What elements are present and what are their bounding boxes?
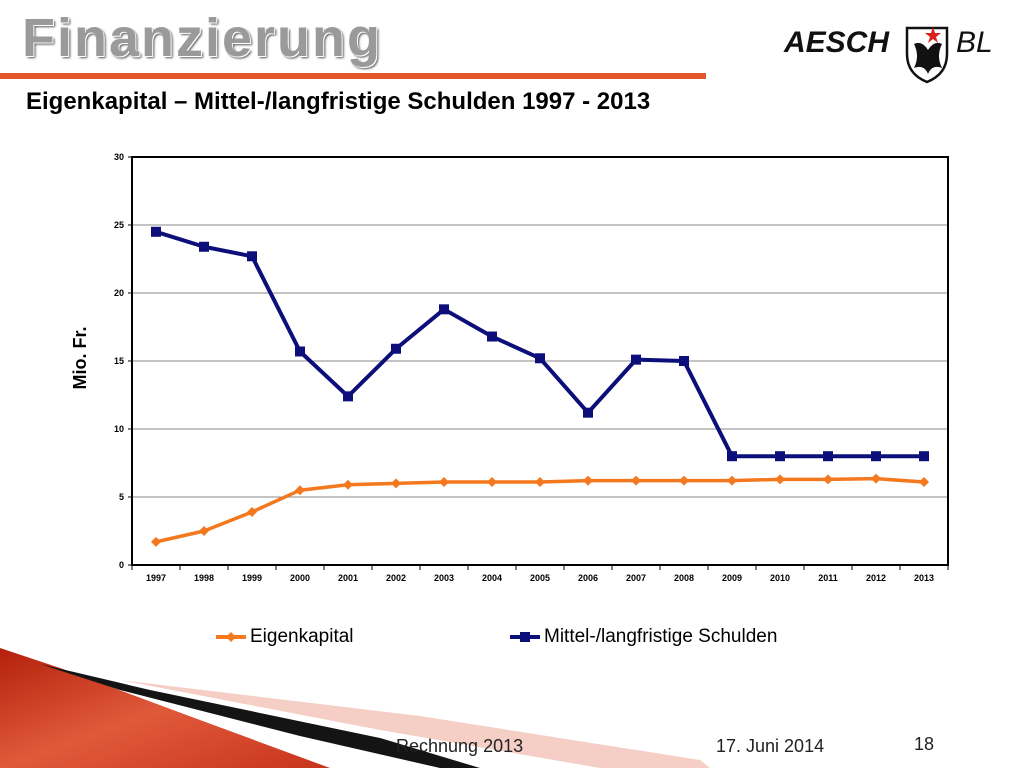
data-point-square (583, 407, 593, 418)
legend-swatch-diamond-icon (216, 632, 246, 642)
x-tick-label: 2004 (482, 573, 502, 583)
data-point-diamond (247, 506, 257, 517)
legend-label: Eigenkapital (250, 626, 354, 647)
legend-item-schulden: Mittel-/langfristige Schulden (510, 626, 777, 648)
y-tick-label: 5 (119, 492, 124, 502)
x-tick-label: 2001 (338, 573, 358, 583)
x-tick-label: 2005 (530, 573, 550, 583)
data-point-diamond (679, 475, 689, 486)
legend-item-eigenkapital: Eigenkapital (216, 626, 354, 648)
coat-of-arms-icon (905, 26, 949, 84)
data-point-diamond (919, 477, 929, 488)
data-point-square (535, 353, 545, 364)
logo-suffix: BL (956, 26, 993, 59)
plot-area (131, 156, 949, 566)
page-number: 18 (914, 734, 935, 754)
data-point-square (631, 354, 641, 365)
title-underline (0, 73, 706, 79)
data-point-diamond (391, 478, 401, 489)
y-tick-label: 15 (114, 356, 124, 366)
series-line (155, 229, 924, 459)
x-tick-label: 2007 (626, 573, 646, 583)
x-tick-label: 2000 (290, 573, 310, 583)
data-point-square (871, 451, 881, 462)
slide-title: Finanzierung (22, 8, 382, 68)
data-point-diamond (823, 474, 833, 485)
data-point-diamond (295, 485, 305, 496)
data-point-diamond (151, 536, 161, 547)
x-tick-label: 2011 (818, 573, 838, 583)
data-point-diamond (487, 477, 497, 488)
data-point-square (487, 331, 497, 342)
slide-subtitle: Eigenkapital – Mittel-/langfristige Schu… (26, 88, 651, 115)
data-point-square (199, 241, 209, 252)
footer-label: Rechnung 2013 (396, 736, 524, 756)
data-point-square (295, 346, 305, 357)
data-point-diamond (775, 474, 785, 485)
data-point-square (823, 451, 833, 462)
y-tick-label: 20 (114, 288, 124, 298)
y-tick-label: 25 (114, 220, 124, 230)
x-tick-label: 2012 (866, 573, 886, 583)
x-tick-label: 2002 (386, 573, 406, 583)
aesch-logo: AESCH BL (784, 22, 994, 88)
x-tick-label: 2009 (722, 573, 742, 583)
data-point-diamond (199, 526, 209, 536)
data-point-square (247, 251, 257, 262)
x-tick-label: 1997 (146, 573, 166, 583)
data-point-diamond (439, 477, 449, 488)
data-point-square (343, 391, 353, 402)
data-point-diamond (871, 473, 881, 484)
legend-swatch-square-icon (510, 632, 540, 642)
logo-text: AESCH (784, 26, 890, 59)
data-point-diamond (343, 479, 353, 490)
data-point-square (151, 226, 161, 237)
series-line (155, 476, 925, 544)
legend-label: Mittel-/langfristige Schulden (544, 626, 778, 647)
data-point-square (679, 356, 689, 366)
y-tick-label: 0 (119, 560, 124, 570)
x-tick-label: 2006 (578, 573, 598, 583)
data-point-diamond (583, 475, 593, 486)
data-point-diamond (535, 477, 545, 488)
data-point-diamond (631, 475, 641, 486)
data-point-square (439, 304, 449, 315)
data-point-square (775, 451, 785, 462)
data-point-square (727, 451, 737, 462)
x-tick-label: 2008 (674, 573, 694, 583)
y-axis-label: Mio. Fr. (70, 327, 90, 390)
y-tick-label: 10 (114, 424, 124, 434)
y-tick-label: 30 (114, 152, 124, 162)
x-tick-label: 2010 (770, 573, 790, 583)
x-tick-label: 2013 (914, 573, 934, 583)
data-point-diamond (727, 475, 737, 486)
footer-date: 17. Juni 2014 (716, 736, 825, 756)
data-point-square (919, 451, 929, 462)
line-chart: 0 5 10 15 20 25 30 1997 1998 1999 2000 2001 2002 2003… (70, 152, 949, 583)
x-tick-label: 1998 (194, 573, 214, 583)
x-tick-label: 2003 (434, 573, 454, 583)
data-point-square (391, 343, 401, 354)
x-tick-label: 1999 (242, 573, 262, 583)
